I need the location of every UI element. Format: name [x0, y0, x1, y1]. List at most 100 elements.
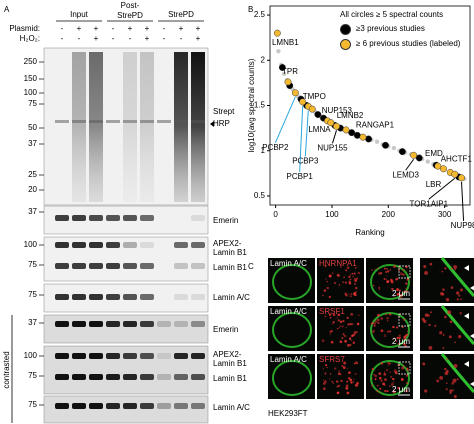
speckle [337, 384, 341, 387]
speckle [388, 313, 390, 315]
speckle [329, 316, 332, 319]
plasmid-sign: + [196, 24, 201, 33]
speckle [445, 297, 450, 302]
speckle [351, 323, 354, 326]
band [89, 403, 103, 409]
band [106, 242, 120, 248]
speckle [396, 326, 399, 329]
speckle [342, 281, 345, 284]
plasmid-sign: + [145, 24, 150, 33]
band [140, 321, 154, 327]
mw-marker: 100 [24, 88, 38, 97]
arrowhead [470, 381, 474, 387]
speckle [398, 289, 401, 292]
h2o2-sign: - [61, 34, 64, 43]
speckle [373, 324, 376, 327]
band [174, 353, 188, 359]
band [123, 263, 137, 269]
speckle [430, 311, 433, 314]
band [191, 242, 205, 248]
data-point [291, 89, 299, 97]
speckle [392, 377, 395, 381]
speckle [444, 367, 447, 371]
legend-swatch [340, 24, 351, 35]
band [55, 263, 69, 269]
speckle [458, 334, 462, 339]
speckle [386, 268, 388, 270]
speckle [454, 341, 456, 344]
panel-letter: B [248, 5, 253, 14]
speckle [439, 375, 444, 380]
speckle [354, 373, 357, 375]
speckle [401, 326, 404, 328]
data-point [284, 78, 292, 86]
data-point [308, 105, 316, 113]
speckle [336, 391, 340, 395]
point-label: LMNB2 [337, 111, 364, 120]
data-point [425, 159, 430, 164]
protein-label: HNRNPA1 [319, 259, 357, 268]
speckle [392, 381, 395, 383]
speckle [397, 343, 400, 345]
speckle [383, 267, 386, 270]
speckle [351, 334, 354, 337]
speckle [371, 368, 374, 371]
band [89, 374, 103, 380]
mw-marker: 20 [28, 185, 37, 194]
band [72, 321, 86, 327]
speckle [372, 284, 375, 287]
mw-marker: 250 [24, 57, 38, 66]
band [191, 294, 205, 300]
speckle [428, 345, 433, 350]
band [55, 374, 69, 380]
speckle [384, 334, 386, 336]
zoom-box [398, 265, 411, 279]
legend-title: All circles ≥ 5 spectral counts [340, 10, 444, 19]
mw-marker: 50 [28, 123, 37, 132]
speckle [385, 270, 388, 274]
blot-label: Lamin B1 [213, 374, 247, 383]
label-arrow [332, 130, 337, 144]
speckle [344, 292, 348, 296]
speckle [406, 278, 409, 281]
speckle [349, 274, 352, 276]
panel-letter: C [248, 262, 254, 271]
point-label: PCBP3 [292, 157, 319, 166]
speckle [385, 278, 387, 280]
data-point [276, 49, 281, 54]
speckle [352, 341, 356, 345]
speckle [380, 379, 383, 382]
speckle [350, 381, 353, 384]
speckle [346, 316, 349, 320]
lane-group: StrePD [117, 11, 143, 20]
smear [89, 52, 103, 202]
speckle [456, 298, 459, 301]
speckle [341, 325, 344, 328]
speckle [340, 266, 342, 268]
speckle [347, 323, 351, 326]
speckle [376, 318, 380, 322]
speckle [351, 272, 354, 275]
zoom-box [398, 313, 411, 327]
h2o2-sign: - [129, 34, 132, 43]
speckle [384, 389, 387, 393]
stain-label: Lamin A/C [270, 355, 307, 364]
speckle [400, 296, 402, 298]
speckle [374, 320, 378, 323]
band [140, 353, 154, 359]
speckle [354, 266, 357, 269]
zoom-rim [440, 353, 474, 393]
speckle [456, 378, 459, 381]
speckle [357, 271, 361, 275]
speckle [356, 322, 360, 326]
blot-label: Emerin [213, 216, 238, 225]
speckle [398, 334, 401, 337]
speckle [379, 271, 383, 275]
speckle [337, 372, 341, 375]
speckle [374, 378, 377, 381]
speckle [336, 327, 339, 330]
data-point [415, 154, 423, 162]
smear [174, 52, 188, 202]
speckle [447, 310, 452, 315]
speckle [389, 330, 392, 333]
